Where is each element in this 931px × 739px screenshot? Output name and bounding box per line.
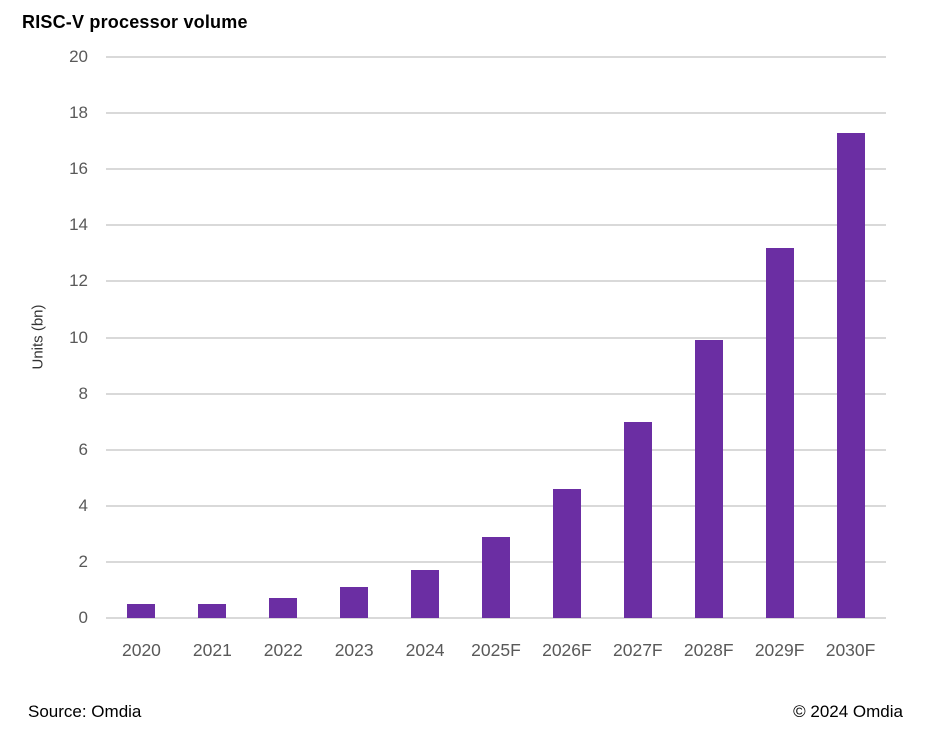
chart-title: RISC-V processor volume bbox=[22, 12, 248, 32]
bar-2020 bbox=[127, 603, 156, 618]
y-tick-label: 18 bbox=[69, 103, 88, 123]
bar-2029F bbox=[765, 247, 794, 618]
y-tick-label: 0 bbox=[78, 608, 88, 627]
bar-2028F bbox=[694, 340, 723, 618]
y-tick-label: 2 bbox=[78, 551, 88, 571]
x-tick-label: 2024 bbox=[405, 640, 445, 660]
gridline bbox=[106, 168, 886, 171]
y-tick-label: 12 bbox=[69, 271, 88, 291]
y-tick-label: 8 bbox=[78, 383, 88, 403]
bar-2023 bbox=[340, 587, 369, 618]
x-tick-label: 2026F bbox=[542, 640, 592, 660]
gridline bbox=[106, 336, 886, 339]
y-tick-label: 16 bbox=[69, 159, 88, 179]
bar-2026F bbox=[552, 488, 581, 618]
gridline bbox=[106, 448, 886, 451]
x-tick-label: 2021 bbox=[192, 640, 232, 660]
bar-2022 bbox=[269, 598, 298, 618]
x-tick-label: 2023 bbox=[334, 640, 374, 660]
y-tick-label: 6 bbox=[78, 439, 88, 459]
gridline bbox=[106, 112, 886, 115]
x-tick-label: 2029F bbox=[754, 640, 805, 660]
bar-2025F bbox=[482, 536, 510, 618]
x-tick-label: 2025F bbox=[471, 640, 521, 660]
x-tick-label: 2027F bbox=[613, 640, 663, 660]
bar-2030F bbox=[836, 132, 865, 618]
gridline bbox=[106, 504, 886, 507]
y-tick-label: 14 bbox=[69, 215, 88, 235]
x-tick-label: 2028F bbox=[683, 640, 734, 660]
gridline bbox=[106, 280, 886, 283]
y-tick-label: 20 bbox=[69, 47, 88, 66]
gridline bbox=[106, 56, 886, 58]
copyright-note: © 2024 Omdia bbox=[793, 702, 903, 721]
bar-2024 bbox=[411, 570, 440, 618]
x-tick-label: 2030F bbox=[825, 640, 876, 660]
x-tick-label: 2020 bbox=[121, 640, 161, 660]
x-tick-label: 2022 bbox=[263, 640, 303, 660]
y-tick-label: 10 bbox=[69, 327, 88, 347]
gridline bbox=[106, 617, 886, 619]
bar-2021 bbox=[198, 603, 227, 618]
y-tick-label: 4 bbox=[78, 495, 88, 515]
source-note: Source: Omdia bbox=[28, 702, 142, 721]
gridline bbox=[106, 392, 886, 395]
bar-2027F bbox=[623, 421, 652, 618]
gridline bbox=[106, 224, 886, 227]
